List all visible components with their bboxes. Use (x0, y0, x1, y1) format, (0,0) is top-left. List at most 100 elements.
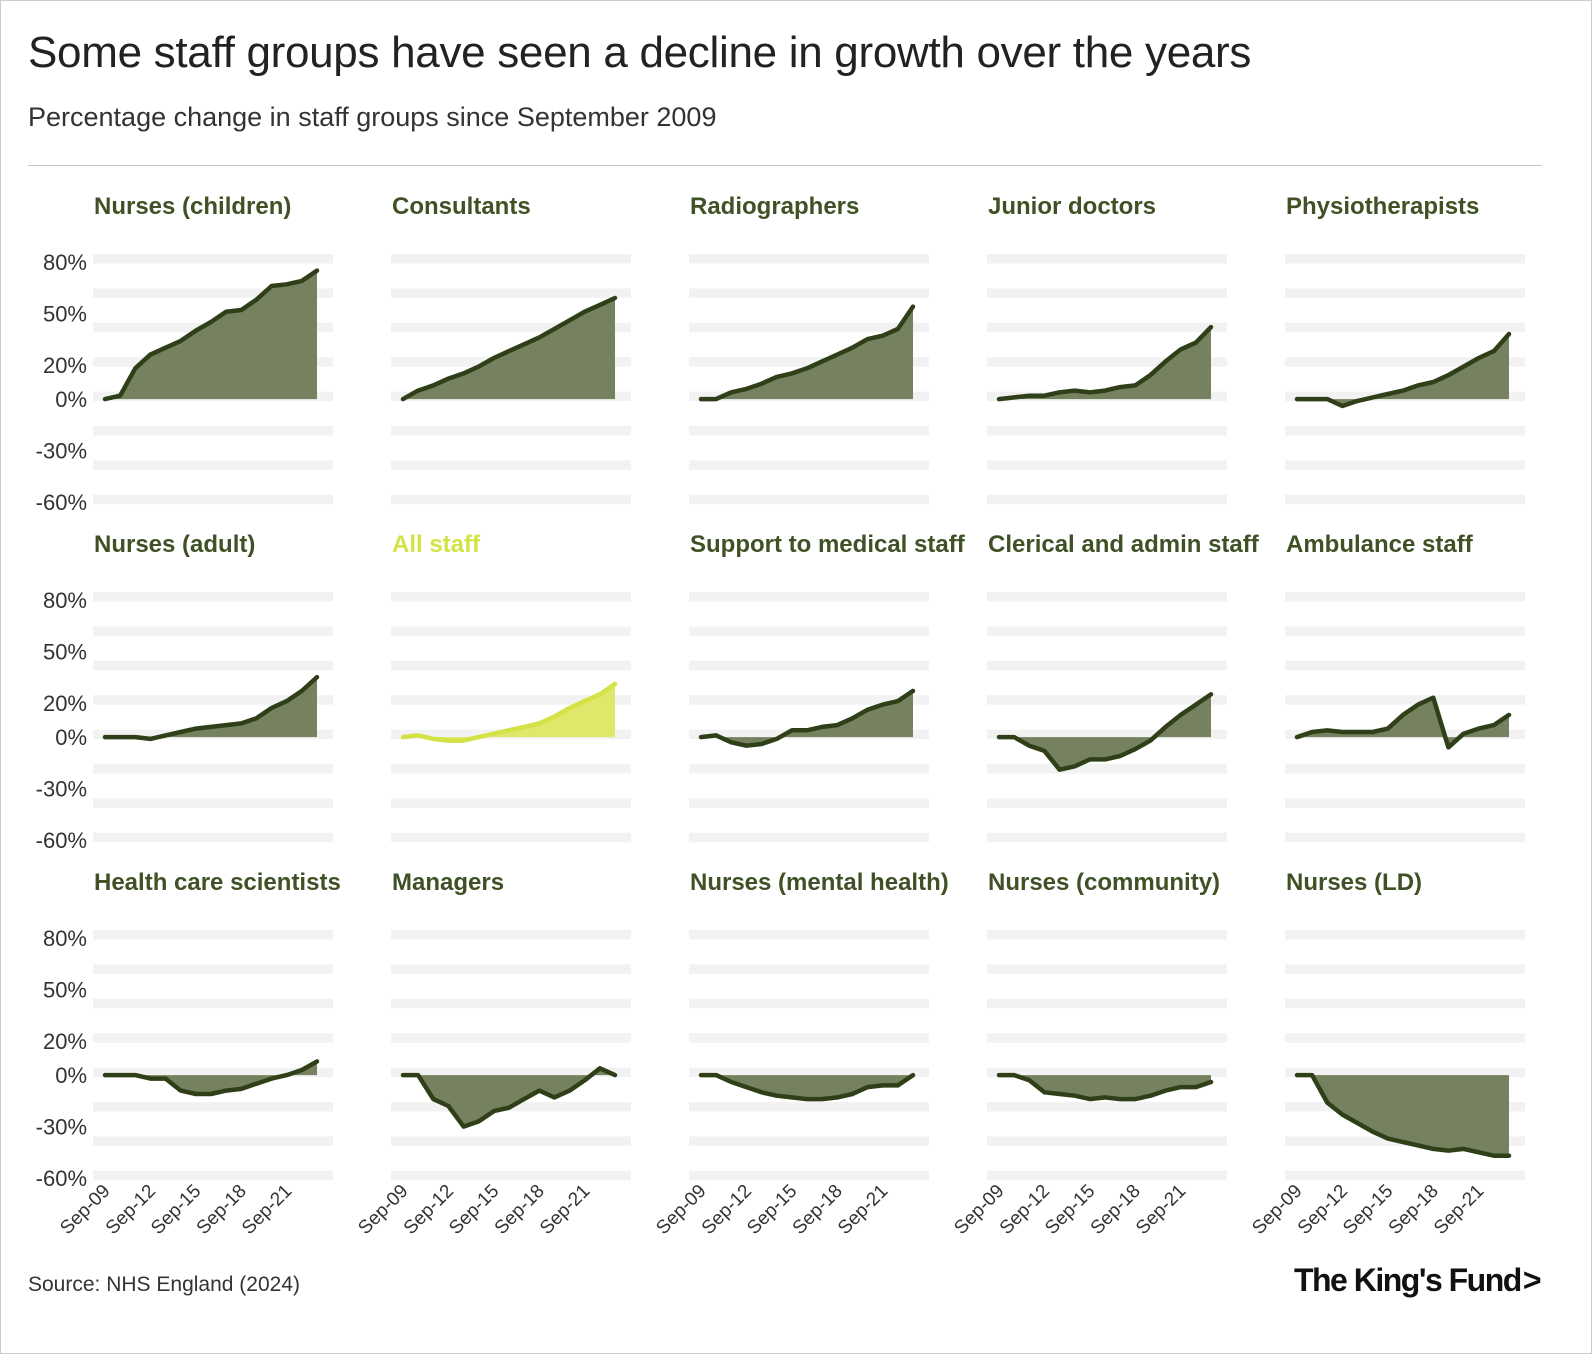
grid-band (987, 626, 1227, 636)
grid-band (689, 1136, 929, 1146)
grid-band (391, 426, 631, 436)
grid-band (689, 1102, 929, 1112)
grid-band (689, 832, 929, 843)
grid-band (93, 660, 333, 671)
series-line (1294, 331, 1512, 409)
grid-band (93, 798, 333, 808)
grid-band (1285, 460, 1525, 470)
grid-band (689, 494, 929, 505)
grid-band (93, 494, 333, 505)
grid-band (1285, 322, 1525, 333)
x-tick-label: Sep-21 (238, 1181, 296, 1239)
grid-band (689, 695, 929, 705)
y-tick-label: 80% (43, 926, 87, 951)
series-line (698, 688, 916, 748)
grid-band (93, 1067, 333, 1078)
header-divider (28, 165, 1542, 166)
x-tick-label: Sep-15 (1339, 1181, 1397, 1239)
grid-band (987, 592, 1227, 602)
series-area (999, 327, 1211, 400)
grid-band (987, 832, 1227, 843)
grid-band (987, 1033, 1227, 1043)
grid-band (987, 729, 1227, 740)
grid-band (1285, 930, 1525, 940)
grid-band (93, 1136, 333, 1146)
grid-band (391, 460, 631, 470)
grid-band (1285, 1067, 1525, 1078)
series-area (105, 270, 317, 400)
grid-band (1285, 254, 1525, 264)
series-area (403, 1068, 615, 1127)
grid-band (391, 764, 631, 774)
grid-band (987, 426, 1227, 436)
grid-band (391, 254, 631, 264)
x-tick-label: Sep-12 (102, 1181, 160, 1239)
grid-band (1285, 494, 1525, 505)
series-line (1294, 695, 1512, 750)
x-tick-label: Sep-15 (445, 1181, 503, 1239)
x-tick-label: Sep-21 (1430, 1181, 1488, 1239)
x-tick-label: Sep-15 (147, 1181, 205, 1239)
series-area (105, 1061, 317, 1094)
x-tick-label: Sep-18 (491, 1181, 549, 1239)
grid-band (689, 1170, 929, 1181)
y-tick-label: 20% (43, 691, 87, 716)
grid-band (689, 460, 929, 470)
y-tick-label: -60% (36, 1166, 87, 1191)
grid-band (689, 592, 929, 602)
y-tick-label: -30% (36, 777, 87, 802)
grid-band (987, 964, 1227, 974)
grid-band (689, 798, 929, 808)
x-tick-label: Sep-21 (834, 1181, 892, 1239)
series-line (400, 1066, 618, 1129)
x-tick-label: Sep-12 (400, 1181, 458, 1239)
series-area (1297, 334, 1509, 406)
grid-band (689, 626, 929, 636)
x-tick-label: Sep-12 (1294, 1181, 1352, 1239)
series-line (102, 1059, 320, 1097)
panel-title: Nurses (LD) (1286, 869, 1422, 896)
panel-title: Clerical and admin staff (988, 531, 1260, 558)
grid-band (93, 626, 333, 636)
grid-band (987, 930, 1227, 940)
grid-band (93, 930, 333, 940)
grid-band (987, 1170, 1227, 1181)
grid-band (391, 288, 631, 298)
series-line (102, 674, 320, 742)
x-tick-label: Sep-12 (996, 1181, 1054, 1239)
grid-band (987, 798, 1227, 808)
panel-title: Nurses (community) (988, 869, 1220, 896)
y-tick-label: -60% (36, 828, 87, 853)
grid-band (689, 998, 929, 1009)
grid-band (93, 1102, 333, 1112)
grid-band (391, 998, 631, 1009)
grid-band (987, 660, 1227, 671)
grid-band (1285, 1033, 1525, 1043)
grid-band (1285, 288, 1525, 298)
grid-band (391, 494, 631, 505)
grid-band (1285, 357, 1525, 367)
series-area (999, 694, 1211, 770)
series-area (105, 677, 317, 739)
grid-band (1285, 964, 1525, 974)
series-area (701, 1075, 913, 1100)
x-tick-label: Sep-18 (193, 1181, 251, 1239)
y-tick-label: 80% (43, 588, 87, 613)
x-tick-label: Sep-21 (536, 1181, 594, 1239)
grid-band (689, 764, 929, 774)
grid-band (689, 1033, 929, 1043)
panel-title: Nurses (mental health) (690, 869, 949, 896)
kings-fund-logo: The King's Fund> (1293, 1262, 1542, 1299)
grid-band (391, 322, 631, 333)
grid-band (93, 695, 333, 705)
grid-band (93, 288, 333, 298)
grid-band (93, 592, 333, 602)
x-tick-label: Sep-15 (743, 1181, 801, 1239)
y-tick-label: 80% (43, 250, 87, 275)
logo-text: The King's Fund (1293, 1262, 1522, 1298)
grid-band (987, 1136, 1227, 1146)
grid-band (987, 764, 1227, 774)
grid-band (689, 964, 929, 974)
series-area (1297, 697, 1509, 748)
panel-title: Managers (392, 869, 504, 896)
